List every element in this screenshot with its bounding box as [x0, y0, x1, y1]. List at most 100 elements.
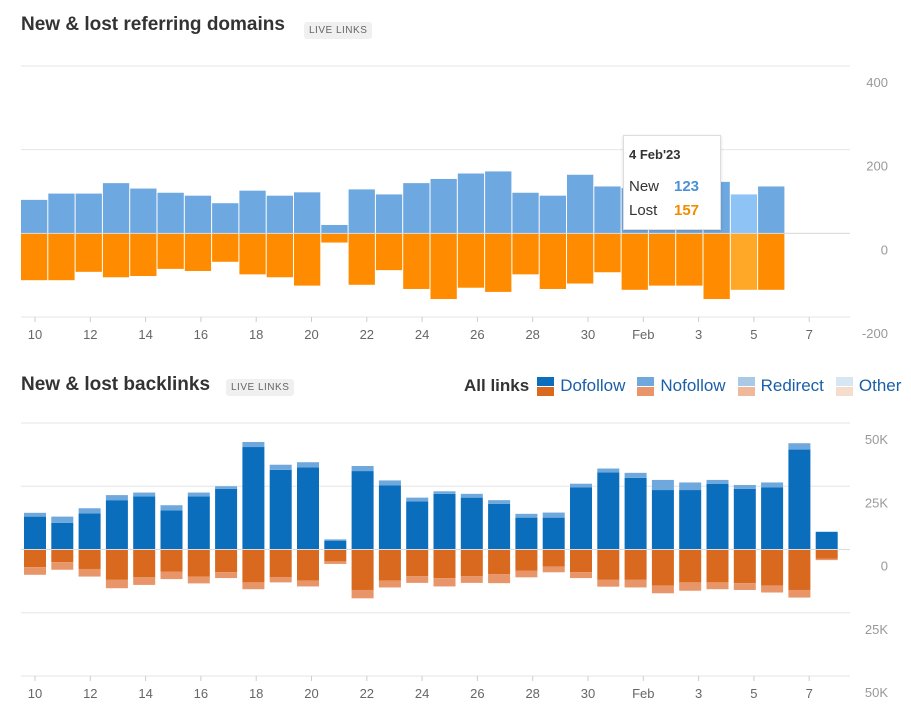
dofollow-lost-bar — [542, 549, 565, 567]
dofollow-new-bar — [242, 447, 265, 550]
x-tick-label: 12 — [83, 327, 97, 342]
dofollow-new-bar — [215, 488, 238, 550]
redirect-swatch — [737, 376, 755, 396]
nofollow-lost-bar — [488, 574, 511, 584]
dofollow-new-bar — [51, 522, 74, 550]
referring-domains-chart: 400 200 0 -200 10 12 14 16 18 20 22 24 26 28 30 Feb 3 5 7 — [21, 65, 888, 342]
lost-domains-bar — [703, 233, 730, 300]
dofollow-new-bar — [542, 517, 565, 550]
dofollow-lost-bar — [51, 549, 74, 563]
lost-domains-bar — [321, 233, 348, 243]
x-tick-label: 3 — [695, 686, 702, 701]
dofollow-lost-bar — [815, 549, 838, 559]
legend-other-label: Other — [858, 376, 902, 395]
new-domains-bar — [21, 199, 48, 234]
x-tick-label: 10 — [28, 686, 42, 701]
y-tick-label: 400 — [866, 75, 888, 90]
tooltip-lost-label: Lost — [629, 202, 658, 219]
nofollow-new-bar — [133, 492, 156, 497]
lost-domains-bar — [212, 233, 239, 262]
dofollow-new-bar — [651, 490, 674, 550]
dofollow-lost-bar — [597, 549, 620, 580]
dofollow-lost-bar — [160, 549, 183, 572]
tooltip-lost-value: 157 — [674, 202, 700, 219]
new-domains-bar — [212, 203, 239, 234]
nofollow-lost-bar — [460, 576, 483, 583]
dofollow-new-bar — [297, 467, 319, 550]
x-tick-label: 16 — [194, 686, 208, 701]
nofollow-new-bar — [706, 479, 729, 484]
x-tick-label: 20 — [304, 686, 318, 701]
legend-all-links[interactable]: All links — [464, 376, 530, 395]
nofollow-lost-bar — [242, 582, 265, 590]
x-tick-label: 26 — [470, 327, 484, 342]
nofollow-lost-bar — [215, 572, 238, 579]
x-tick-label: 16 — [194, 327, 208, 342]
x-tick-label: 24 — [415, 686, 429, 701]
nofollow-new-bar — [733, 484, 756, 489]
nofollow-new-bar — [24, 512, 46, 517]
dofollow-new-bar — [160, 510, 183, 550]
new-domains-bar — [184, 195, 212, 234]
lost-domains-bar — [730, 233, 758, 290]
dofollow-lost-bar — [706, 549, 729, 583]
lost-domains-bar — [457, 233, 485, 288]
dofollow-new-bar — [570, 487, 592, 550]
legend-nofollow[interactable]: Nofollow — [637, 376, 735, 396]
new-domains-bar — [758, 186, 785, 234]
legend-redirect-label: Redirect — [760, 376, 824, 395]
x-tick-label: 28 — [525, 686, 539, 701]
live-links-badge: LIVE LINKS — [226, 379, 295, 396]
legend-nofollow-label: Nofollow — [660, 376, 726, 395]
nofollow-new-bar — [406, 497, 429, 502]
lost-domains-bar — [621, 233, 648, 290]
dofollow-lost-bar — [187, 549, 210, 577]
new-domains-bar — [321, 224, 348, 234]
y-tick-label: 200 — [866, 159, 888, 174]
dofollow-lost-bar — [378, 549, 401, 581]
legend-dofollow[interactable]: Dofollow — [537, 376, 635, 396]
x-tick-label: 26 — [470, 686, 484, 701]
nofollow-new-bar — [242, 441, 265, 448]
nofollow-lost-bar — [78, 568, 101, 577]
nofollow-new-bar — [351, 466, 374, 472]
lost-domains-bar — [75, 233, 102, 272]
x-tick-label: 7 — [806, 686, 813, 701]
nofollow-lost-bar — [624, 579, 647, 588]
nofollow-lost-bar — [297, 580, 319, 587]
new-domains-bar — [730, 194, 758, 234]
tooltip-date: 4 Feb'23 — [629, 147, 681, 162]
dofollow-new-bar — [133, 496, 156, 550]
lost-domains-bar — [266, 233, 293, 278]
new-domains-bar — [75, 193, 102, 234]
new-domains-bar — [239, 190, 266, 234]
nofollow-new-bar — [433, 491, 456, 494]
dofollow-new-bar — [733, 488, 756, 550]
dofollow-lost-bar — [133, 549, 156, 578]
nofollow-lost-bar — [187, 576, 210, 584]
lost-domains-bar — [48, 233, 75, 281]
nofollow-lost-bar — [570, 572, 592, 579]
dofollow-lost-bar — [242, 549, 265, 583]
nofollow-lost-bar — [133, 577, 156, 585]
legend-other[interactable]: Other — [835, 376, 902, 396]
dofollow-lost-bar — [215, 549, 238, 573]
x-tick-label: 12 — [83, 686, 97, 701]
lost-domains-bar — [375, 233, 403, 271]
tooltip-new-label: New — [629, 178, 660, 195]
lost-domains-bar — [676, 233, 703, 286]
x-tick-label: 14 — [138, 686, 152, 701]
x-tick-label: 20 — [304, 327, 318, 342]
new-domains-bar — [48, 193, 75, 234]
nofollow-lost-bar — [542, 566, 565, 573]
dofollow-lost-bar — [488, 549, 511, 575]
nofollow-lost-bar — [105, 579, 128, 589]
dofollow-lost-bar — [460, 549, 483, 577]
nofollow-lost-bar — [406, 576, 429, 583]
new-domains-bar — [485, 171, 512, 234]
legend-redirect[interactable]: Redirect — [737, 376, 834, 396]
x-tick-label: 18 — [249, 686, 263, 701]
y-tick-label: 50K — [865, 432, 888, 447]
nofollow-new-bar — [624, 472, 647, 478]
nofollow-lost-bar — [761, 585, 784, 593]
